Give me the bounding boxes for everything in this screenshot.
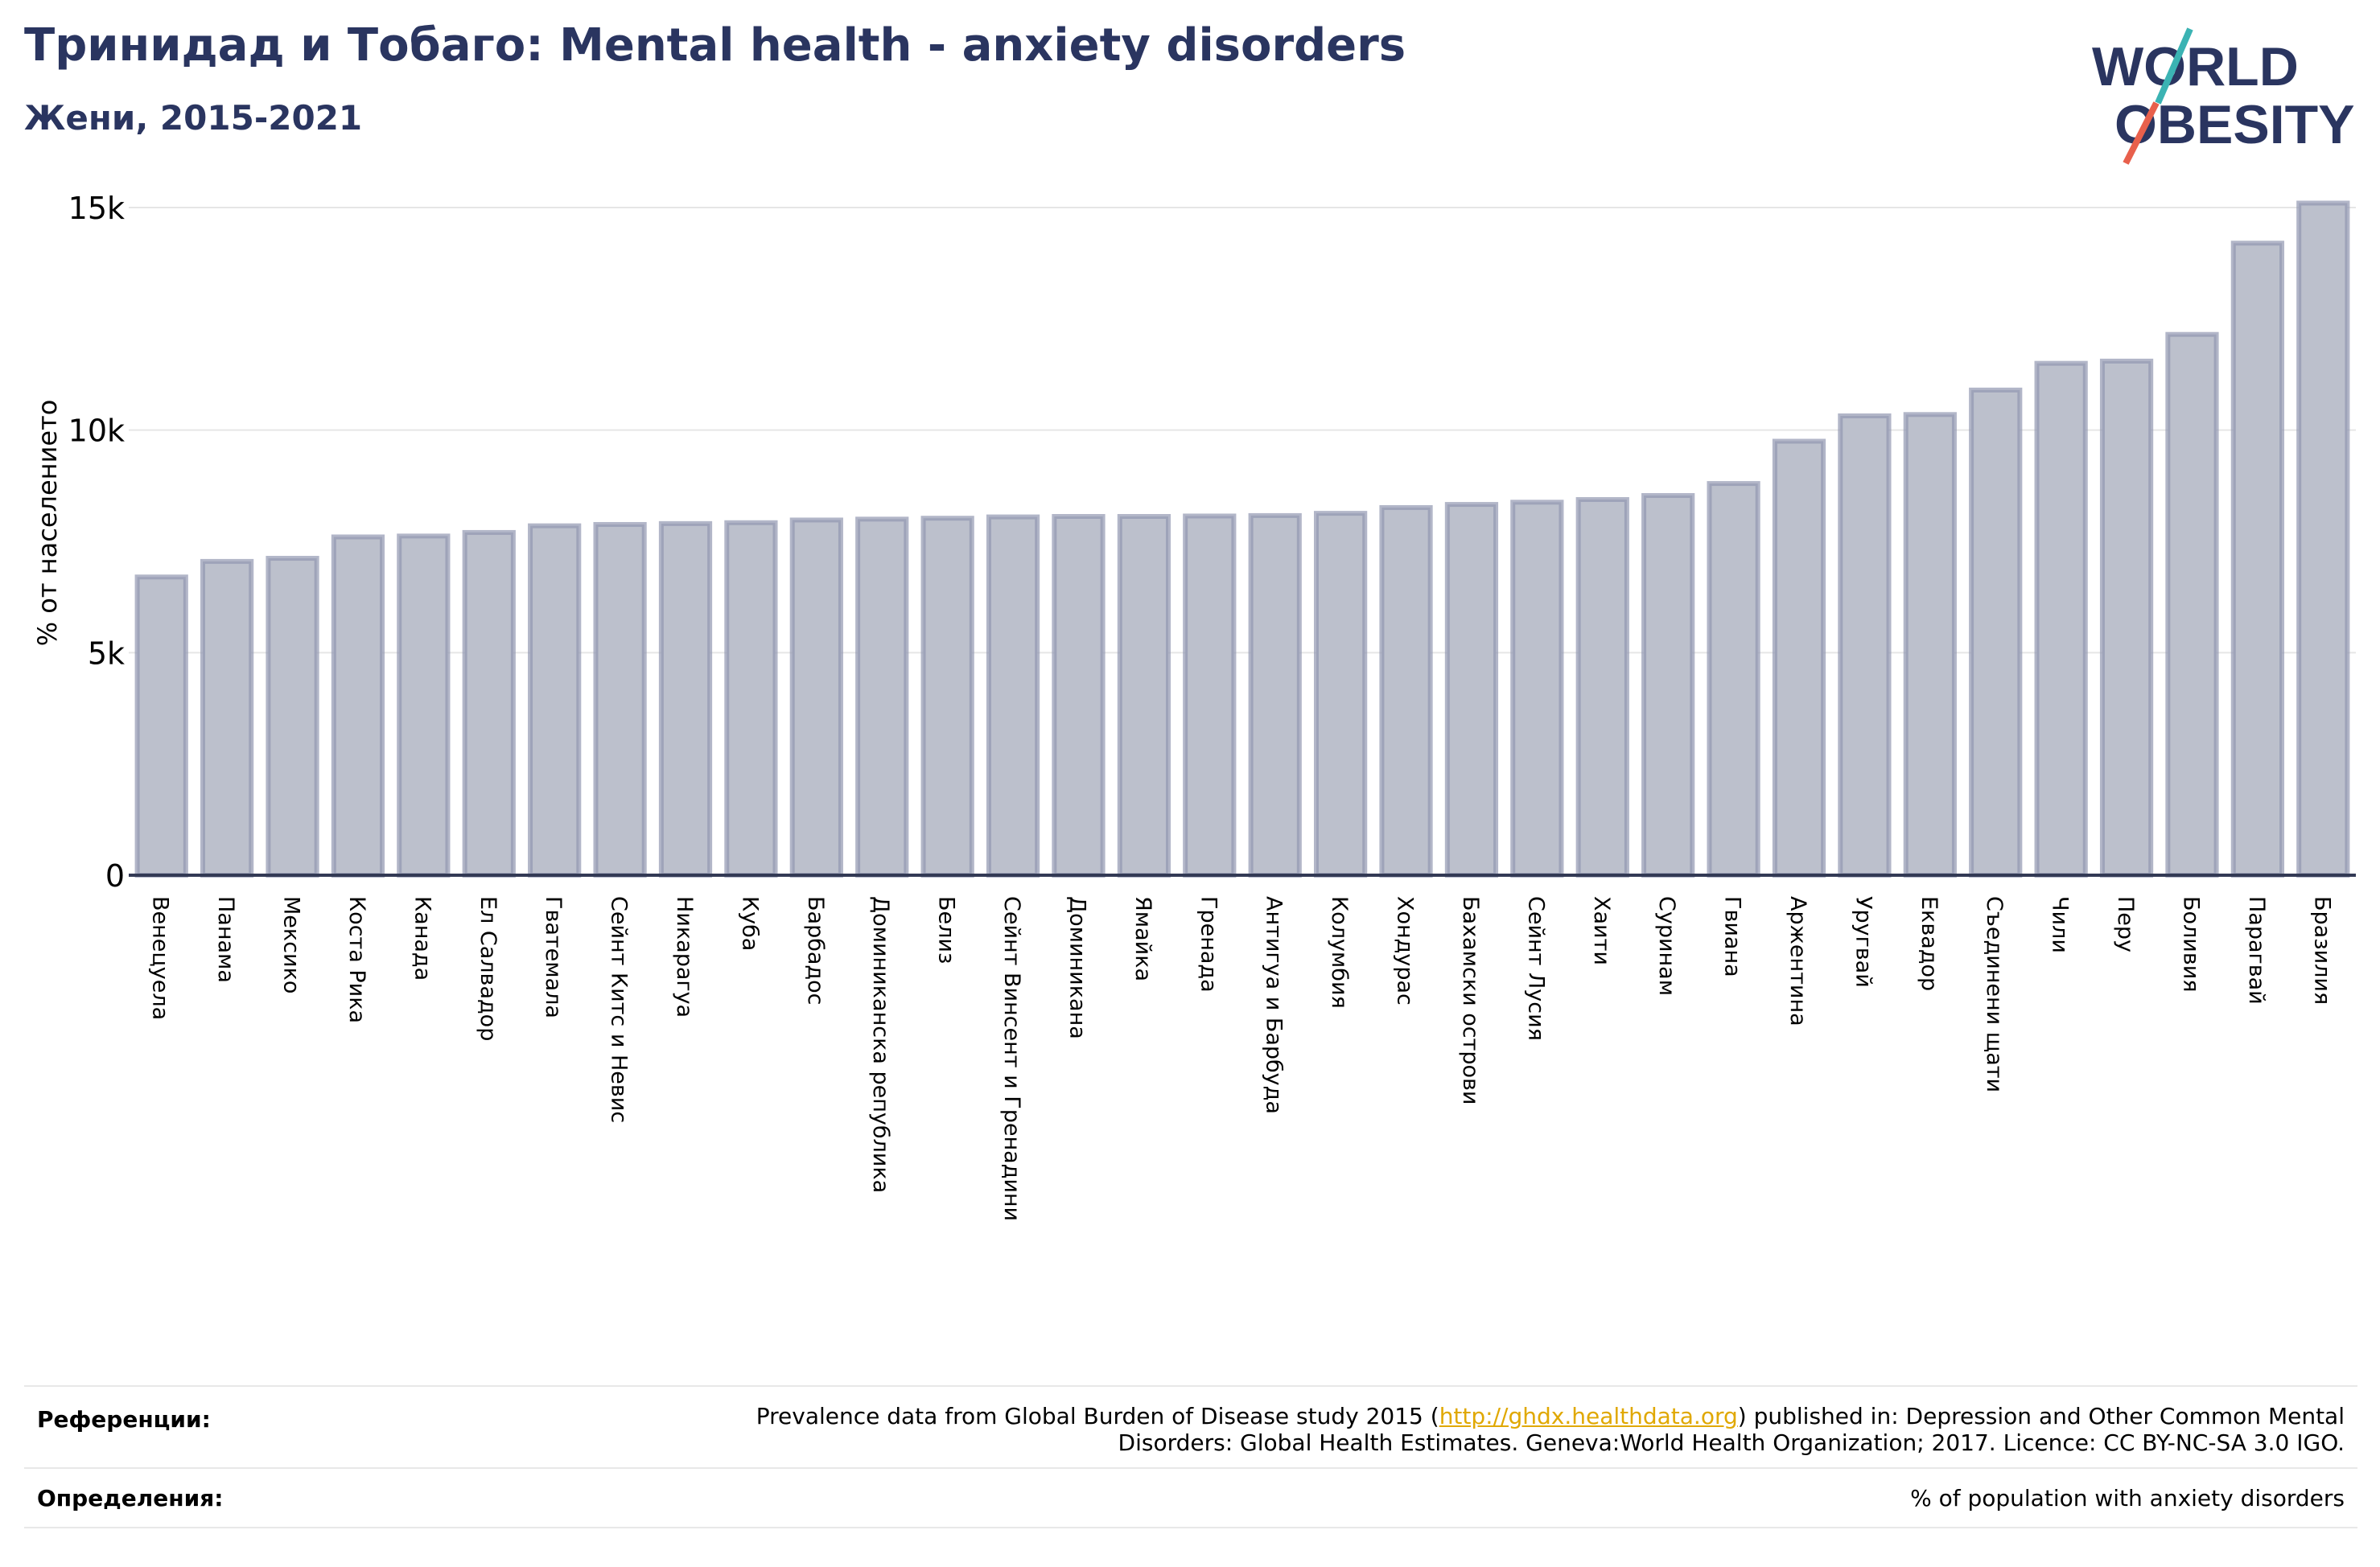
references-text-after: ) published in: Depression and Other Com… xyxy=(1737,1403,2345,1429)
x-tick-label: Сейнт Китс и Невис xyxy=(607,896,632,1123)
bar xyxy=(1575,496,1629,878)
x-tick-label: Мексико xyxy=(279,896,304,993)
x-tick-label: Еквадор xyxy=(1917,896,1941,991)
x-tick-label: Гватемала xyxy=(541,896,566,1018)
x-tick-label: Ямайка xyxy=(1130,896,1155,981)
bar xyxy=(2296,200,2350,878)
bar xyxy=(1772,438,1826,878)
x-tick-label: Сейнт Винсент и Гренадини xyxy=(999,896,1024,1221)
x-tick-label: Доминикана xyxy=(1064,896,1089,1039)
definitions-row: Определения: % of population with anxiet… xyxy=(24,1467,2357,1528)
bar-chart: 0 5k 10k 15k Венецуела Панама Мексико Коста Ри… xyxy=(32,191,2356,1221)
references-row: Референции: Prevalence data from Global … xyxy=(24,1385,2357,1467)
bar xyxy=(2230,241,2285,878)
bar xyxy=(920,516,974,878)
x-tick-label: Канада xyxy=(410,896,434,981)
bar xyxy=(2034,360,2088,878)
bar xyxy=(1444,502,1499,878)
bar xyxy=(1707,481,1760,878)
world-obesity-logo: WORLD OBESITY xyxy=(2092,27,2355,165)
x-tick-label: Панама xyxy=(213,896,238,983)
bar xyxy=(724,520,778,878)
bar xyxy=(1117,514,1171,878)
chart-subtitle: Жени, 2015-2021 xyxy=(24,98,363,138)
bar xyxy=(986,514,1040,878)
x-tick-label: Ел Салвадор xyxy=(476,896,500,1041)
bar xyxy=(397,533,451,878)
y-tick-label: 5k xyxy=(88,635,125,671)
x-tick-label: Куба xyxy=(737,896,762,951)
x-tick-label: Колумбия xyxy=(1327,896,1352,1009)
references-text: Prevalence data from Global Burden of Di… xyxy=(756,1403,2345,1456)
bar xyxy=(1510,500,1564,878)
definitions-text: % of population with anxiety disorders xyxy=(1910,1485,2345,1511)
x-tick-label: Уругвай xyxy=(1851,896,1876,988)
y-tick-labels: 0 5k 10k 15k xyxy=(68,191,125,894)
references-label: Референции: xyxy=(37,1406,211,1433)
x-tick-label: Белиз xyxy=(934,896,959,964)
bar xyxy=(528,523,582,878)
x-tick-label: Чили xyxy=(2048,896,2073,953)
bar xyxy=(331,534,385,878)
x-tick-label: Суринам xyxy=(1654,896,1679,996)
definitions-label: Определения: xyxy=(37,1485,224,1511)
bar xyxy=(1248,512,1302,878)
bar xyxy=(134,574,188,878)
bar xyxy=(1313,511,1368,878)
x-tick-label: Съединени щати xyxy=(1982,896,2007,1092)
bar xyxy=(1183,513,1237,878)
bar xyxy=(1379,504,1433,878)
bar xyxy=(1052,514,1106,878)
x-tick-label: Доминиканска република xyxy=(868,896,893,1193)
bar xyxy=(1641,493,1695,878)
x-tick-label: Гвиана xyxy=(1720,896,1745,977)
x-tick-label: Барбадос xyxy=(803,896,828,1005)
x-tick-label: Гренада xyxy=(1196,896,1221,993)
bar xyxy=(1903,412,1957,878)
references-text-line2: Disorders: Global Health Estimates. Gene… xyxy=(1118,1429,2345,1456)
x-tick-label: Бахамски острови xyxy=(1458,896,1483,1104)
x-tick-label: Бразилия xyxy=(2309,896,2334,1005)
bar xyxy=(1838,413,1892,878)
y-tick-label: 15k xyxy=(68,191,125,226)
bar xyxy=(789,517,843,878)
x-tick-label: Хондурас xyxy=(1393,896,1418,1006)
bar xyxy=(658,520,713,878)
references-link[interactable]: http://ghdx.healthdata.org xyxy=(1439,1403,1738,1429)
x-tick-label: Хаити xyxy=(1589,896,1614,965)
x-tick-label: Антигуа и Барбуда xyxy=(1262,896,1287,1114)
x-tick-label: Коста Рика xyxy=(344,896,369,1023)
x-tick-label: Перу xyxy=(2113,896,2138,952)
logo-slash-teal xyxy=(2155,27,2193,105)
bar xyxy=(266,556,319,878)
x-tick-label: Парагвай xyxy=(2244,896,2269,1005)
bar xyxy=(200,558,254,878)
x-tick-label: Никарагуа xyxy=(672,896,697,1018)
x-tick-label: Боливия xyxy=(2178,896,2203,993)
y-tick-label: 10k xyxy=(68,413,125,449)
references-text-before: Prevalence data from Global Burden of Di… xyxy=(756,1403,1439,1429)
bars xyxy=(134,200,2350,878)
y-tick-label: 0 xyxy=(105,858,125,894)
chart-title: Тринидад и Тобаго: Mental health - anxie… xyxy=(24,19,1406,72)
bar xyxy=(2099,358,2154,878)
bar xyxy=(2165,331,2219,878)
bar xyxy=(462,529,516,878)
y-axis-label: % от населението xyxy=(32,400,63,647)
x-tick-label: Венецуела xyxy=(148,896,173,1020)
bar xyxy=(593,521,647,878)
x-tick-label: Сейнт Лусия xyxy=(1523,896,1548,1041)
x-tick-label: Аржентина xyxy=(1785,896,1810,1026)
bar xyxy=(1969,387,2023,878)
logo-line1: WORLD xyxy=(2092,36,2299,97)
x-tick-labels: Венецуела Панама Мексико Коста Рика Канада Ел… xyxy=(148,896,2335,1221)
bar xyxy=(855,516,909,878)
logo-slash-red xyxy=(2123,101,2160,165)
